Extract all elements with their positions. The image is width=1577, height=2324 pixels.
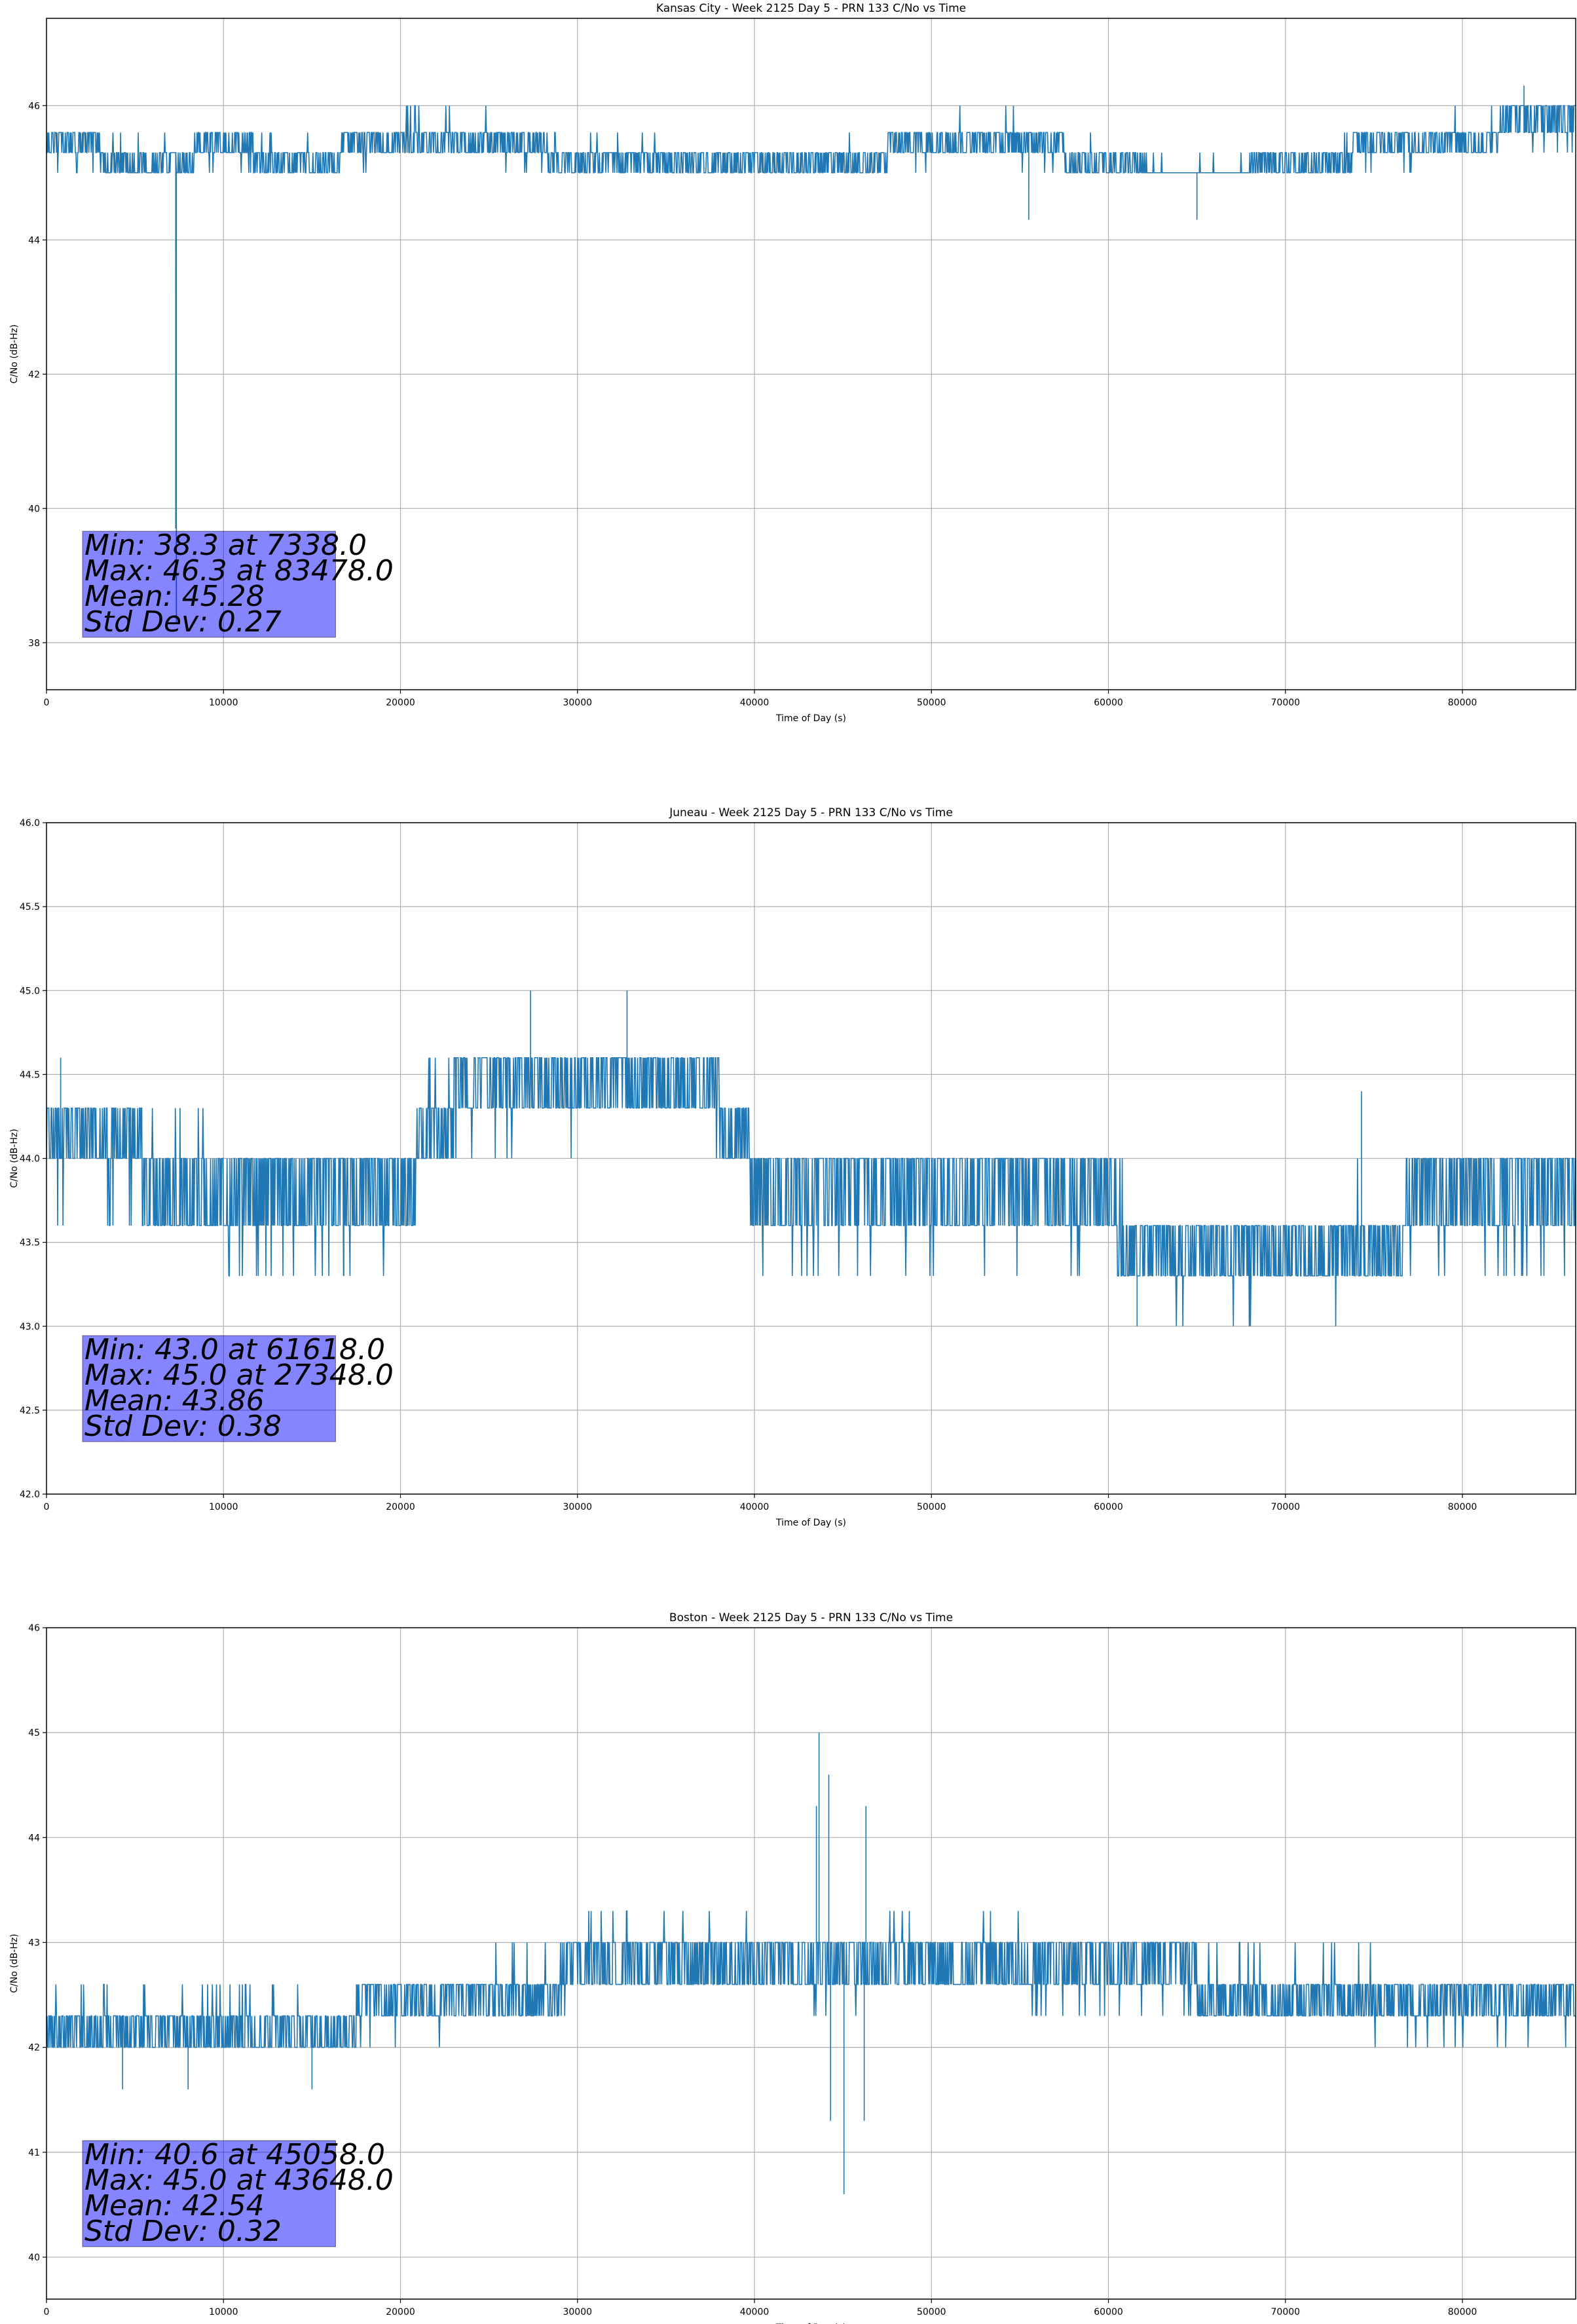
x-tick-label: 10000 xyxy=(209,2307,238,2317)
stats-box-background xyxy=(82,1335,336,1442)
stats-max: Max: 45.0 at 43648.0 xyxy=(84,2164,394,2197)
axes-frame xyxy=(46,1627,1576,2300)
y-tick-label: 46.0 xyxy=(20,818,40,829)
y-tick-label: 44.0 xyxy=(20,1154,40,1165)
x-tick-label: 50000 xyxy=(917,698,946,708)
stats-min: Min: 38.3 at 7338.0 xyxy=(84,529,367,562)
y-tick-label: 38 xyxy=(28,638,40,648)
y-tick-label: 45.5 xyxy=(20,902,40,912)
y-tick-label: 40 xyxy=(28,504,40,514)
x-tick-label: 60000 xyxy=(1094,2307,1123,2317)
x-tick-label: 10000 xyxy=(209,698,238,708)
y-tick-label: 40 xyxy=(28,2253,40,2263)
x-tick-label: 30000 xyxy=(563,698,592,708)
x-tick-label: 80000 xyxy=(1448,2307,1477,2317)
chart-title: Kansas City - Week 2125 Day 5 - PRN 133 … xyxy=(656,2,966,15)
y-tick-label: 43.0 xyxy=(20,1322,40,1332)
x-axis-label: Time of Day (s) xyxy=(775,713,846,724)
stats-std: Std Dev: 0.27 xyxy=(84,605,282,639)
stats-mean: Mean: 42.54 xyxy=(84,2189,265,2222)
x-tick-label: 30000 xyxy=(563,2307,592,2317)
stats-box-background xyxy=(82,531,336,638)
y-tick-label: 43 xyxy=(28,1938,40,1948)
y-axis-label: C/No (dB-Hz) xyxy=(9,324,20,383)
x-tick-label: 50000 xyxy=(917,1502,946,1512)
x-tick-label: 60000 xyxy=(1094,698,1123,708)
y-tick-label: 45.0 xyxy=(20,986,40,996)
y-tick-label: 42 xyxy=(28,2043,40,2053)
x-tick-label: 40000 xyxy=(740,1502,770,1512)
x-tick-label: 20000 xyxy=(386,1502,415,1512)
x-tick-label: 0 xyxy=(44,2307,50,2317)
chart-title: Boston - Week 2125 Day 5 - PRN 133 C/No … xyxy=(669,1611,953,1624)
chart-panel-1: 0 10000 20000 30000 40000 50000 60000 70000 8000… xyxy=(9,2,1576,724)
y-tick-label: 45 xyxy=(28,1728,40,1738)
stats-std: Std Dev: 0.32 xyxy=(84,2215,282,2248)
stats-mean: Mean: 45.28 xyxy=(84,580,265,613)
x-tick-label: 70000 xyxy=(1271,698,1301,708)
cno-series-line xyxy=(46,85,1576,623)
y-tick-label: 46 xyxy=(28,101,40,111)
stats-max: Max: 45.0 at 27348.0 xyxy=(84,1359,394,1392)
stats-max: Max: 46.3 at 83478.0 xyxy=(84,554,394,588)
chart-panel-2: 0 10000 20000 30000 40000 50000 60000 70000 8000… xyxy=(9,806,1576,1528)
y-axis-label: C/No (dB-Hz) xyxy=(9,1934,20,1993)
x-tick-label: 40000 xyxy=(740,698,770,708)
x-tick-label: 10000 xyxy=(209,1502,238,1512)
x-tick-label: 0 xyxy=(44,1502,50,1512)
x-tick-label: 60000 xyxy=(1094,1502,1123,1512)
x-tick-label: 80000 xyxy=(1448,698,1477,708)
x-tick-label: 30000 xyxy=(563,1502,592,1512)
y-tick-label: 41 xyxy=(28,2148,40,2158)
y-tick-label: 44 xyxy=(28,235,40,246)
y-axis-label: C/No (dB-Hz) xyxy=(9,1129,20,1188)
stats-min: Min: 40.6 at 45058.0 xyxy=(84,2138,385,2171)
x-tick-label: 50000 xyxy=(917,2307,946,2317)
y-tick-label: 42 xyxy=(28,369,40,380)
x-tick-label: 20000 xyxy=(386,2307,415,2317)
x-tick-label: 40000 xyxy=(740,2307,770,2317)
y-tick-label: 43.5 xyxy=(20,1238,40,1248)
axes-frame xyxy=(46,18,1576,690)
cno-series-line xyxy=(46,990,1576,1326)
x-tick-label: 70000 xyxy=(1271,2307,1301,2317)
y-tick-label: 44 xyxy=(28,1833,40,1843)
y-tick-label: 42.5 xyxy=(20,1406,40,1416)
chart-title: Juneau - Week 2125 Day 5 - PRN 133 C/No … xyxy=(669,806,953,819)
x-axis-label: Time of Day (s) xyxy=(775,1518,846,1528)
x-tick-label: 70000 xyxy=(1271,1502,1301,1512)
stats-min: Min: 43.0 at 61618.0 xyxy=(84,1333,385,1366)
stats-std: Std Dev: 0.38 xyxy=(84,1410,282,1443)
x-tick-label: 20000 xyxy=(386,698,415,708)
x-tick-label: 0 xyxy=(44,698,50,708)
cno-series-line xyxy=(46,1733,1576,2194)
y-tick-label: 44.5 xyxy=(20,1070,40,1080)
x-tick-label: 80000 xyxy=(1448,1502,1477,1512)
chart-panel-3: 0 10000 20000 30000 40000 50000 60000 70000 8000… xyxy=(9,1611,1576,2324)
stats-mean: Mean: 43.86 xyxy=(84,1384,265,1417)
y-tick-label: 46 xyxy=(28,1623,40,1634)
x-axis-label: Time of Day (s) xyxy=(775,2323,846,2324)
y-tick-label: 42.0 xyxy=(20,1490,40,1500)
stats-box-background xyxy=(82,2140,336,2247)
